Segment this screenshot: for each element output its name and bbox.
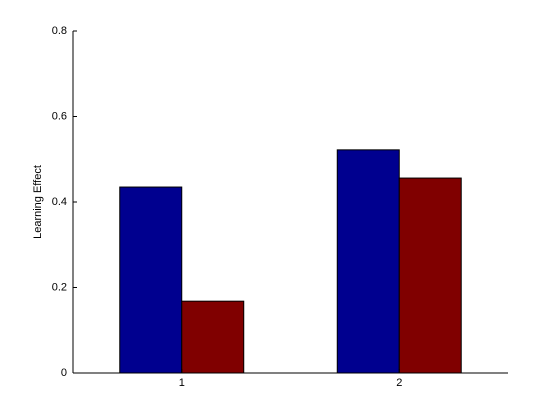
bar: [336, 149, 400, 374]
x-tick-label: 1: [179, 377, 185, 389]
y-tick-label: 0: [61, 367, 67, 379]
y-tick-label: 0.8: [52, 25, 67, 37]
y-tick-label: 0.2: [52, 281, 67, 293]
x-tick-label: 2: [396, 377, 402, 389]
bar: [119, 186, 183, 374]
bar: [181, 300, 245, 374]
y-axis-label: Learning Effect: [32, 165, 44, 239]
bar: [398, 177, 462, 374]
y-tick-label: 0.6: [52, 110, 67, 122]
y-tick-label: 0.4: [52, 196, 67, 208]
